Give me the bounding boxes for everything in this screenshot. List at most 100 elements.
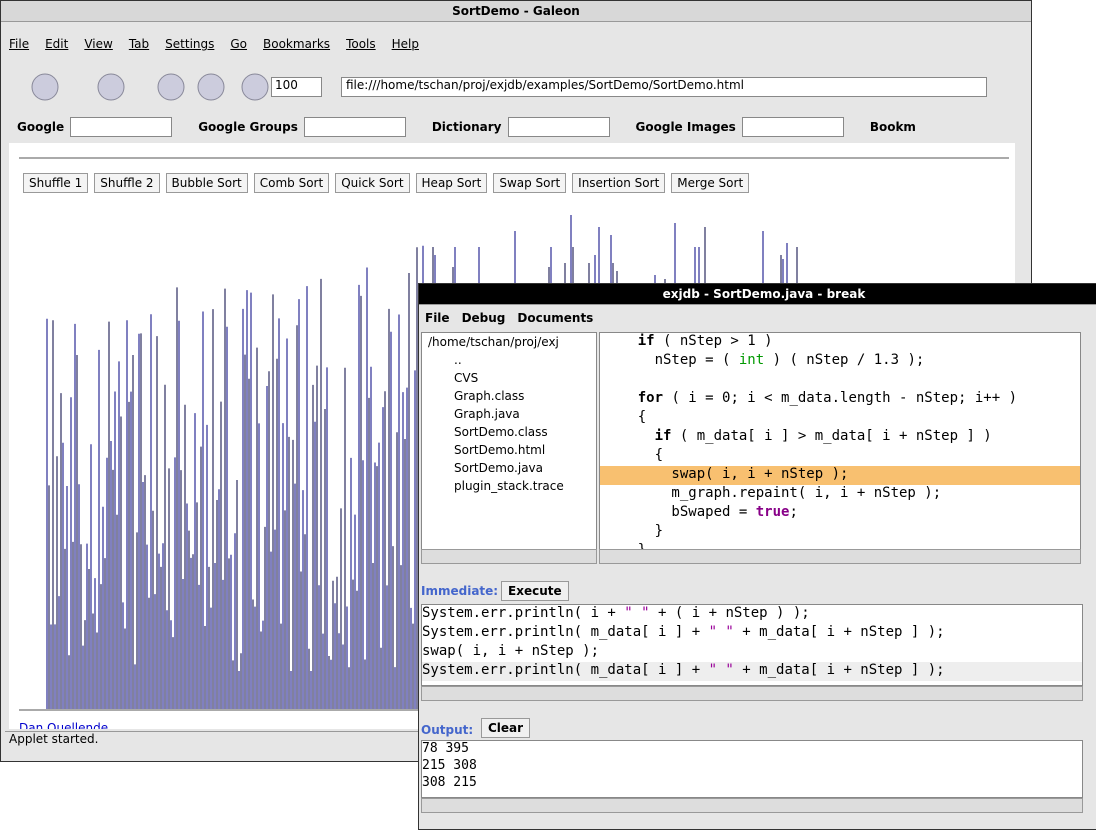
search-engine[interactable]: Dictionary [432, 120, 502, 134]
menu-item[interactable]: View [84, 37, 112, 51]
sort-button[interactable]: Shuffle 2 [94, 173, 159, 193]
code-text: ( nStep > 1 ) [655, 333, 773, 349]
tree-item[interactable]: CVS [422, 369, 596, 387]
desktop: SortDemo - Galeon File Edit View Tab Setting… [0, 0, 1096, 824]
tree-item[interactable]: plugin_stack.trace [422, 477, 596, 495]
menu-item[interactable]: File [9, 37, 29, 51]
back-button[interactable] [32, 74, 58, 100]
menu-item[interactable]: Tab [129, 37, 149, 51]
menu-bar: File Edit View Tab Settings Go Bookmarks Tools H… [9, 37, 435, 51]
code-lit: true [756, 504, 790, 520]
debugger-title: exjdb - SortDemo.java - break [419, 284, 1096, 305]
code-line: if ( m_data[ i ] > m_data[ i + nStep ] ) [600, 428, 1080, 447]
search-bar: Google Google Groups Dictionary Google Imag… [11, 117, 1029, 141]
search-input[interactable] [508, 117, 610, 137]
menu-item[interactable]: Go [230, 37, 247, 51]
code-text: swap( i, i + nStep ); [604, 466, 848, 482]
sort-button[interactable]: Shuffle 1 [23, 173, 88, 193]
immediate-line: System.err.println( m_data[ i ] + " " + … [422, 662, 1082, 681]
menu-item[interactable]: Debug [462, 311, 506, 325]
search-input[interactable] [304, 117, 406, 137]
scrollbar[interactable] [421, 549, 597, 564]
link[interactable]: Dan Quellende [19, 721, 108, 729]
code-text: + m_data[ i + nStep ] ); [734, 624, 945, 640]
menu-item[interactable]: Documents [517, 311, 593, 325]
code-line: { [600, 447, 1080, 466]
output-line: 78 395 [422, 741, 1082, 758]
search-engine[interactable]: Bookm [870, 120, 916, 134]
scrollbar[interactable] [421, 686, 1083, 701]
code-text: ( i = 0; i < m_data.length - nStep; i++ … [663, 390, 1017, 406]
clear-button[interactable]: Clear [481, 718, 530, 738]
sort-button[interactable]: Insertion Sort [572, 173, 665, 193]
code-line: bSwaped = true; [600, 504, 1080, 523]
tree-item[interactable]: Graph.class [422, 387, 596, 405]
code-kw: if [604, 428, 671, 444]
forward-button[interactable] [98, 74, 124, 100]
code-text: { [604, 409, 646, 425]
tree-item[interactable]: SortDemo.java [422, 459, 596, 477]
code-line: { [600, 409, 1080, 428]
code-kw: if [604, 333, 655, 349]
tree-item[interactable]: SortDemo.class [422, 423, 596, 441]
tree-item[interactable]: /home/tschan/proj/exj [422, 333, 596, 351]
tree-item[interactable]: SortDemo.html [422, 441, 596, 459]
menu-item[interactable]: Help [392, 37, 419, 51]
search-engine[interactable]: Google Groups [198, 120, 298, 134]
url-bar[interactable]: file:///home/tschan/proj/exjdb/examples/… [341, 77, 987, 97]
code-line: } [600, 523, 1080, 542]
stop-button[interactable] [242, 74, 268, 100]
sort-button[interactable]: Swap Sort [493, 173, 566, 193]
menu-item[interactable]: Settings [165, 37, 214, 51]
code-str: " " [624, 605, 649, 621]
browser-title: SortDemo - Galeon [1, 1, 1031, 22]
output-line: 308 215 [422, 775, 1082, 792]
sort-buttons: Shuffle 1 Shuffle 2 Bubble Sort Comb Sort Qu… [23, 176, 755, 190]
code-text: ; [789, 504, 797, 520]
output-line: 215 308 [422, 758, 1082, 775]
code-text: swap( i, i + nStep ); [422, 643, 599, 659]
scrollbar[interactable] [421, 798, 1083, 813]
code-text: + m_data[ i + nStep ] ); [734, 662, 945, 678]
tree-item[interactable]: .. [422, 351, 596, 369]
search-input[interactable] [742, 117, 844, 137]
menu-item[interactable]: Bookmarks [263, 37, 330, 51]
sort-button[interactable]: Heap Sort [416, 173, 488, 193]
execute-button[interactable]: Execute [501, 581, 569, 601]
menu-item[interactable]: Edit [45, 37, 68, 51]
sort-button[interactable]: Bubble Sort [166, 173, 248, 193]
code-text: + ( i + nStep ) ); [650, 605, 810, 621]
search-input[interactable] [70, 117, 172, 137]
immediate-line: System.err.println( m_data[ i ] + " " + … [422, 624, 1082, 643]
scrollbar[interactable] [599, 549, 1081, 564]
code-line: m_graph.repaint( i, i + nStep ); [600, 485, 1080, 504]
sort-button[interactable]: Merge Sort [671, 173, 749, 193]
reload-button[interactable] [158, 74, 184, 100]
search-engine[interactable]: Google [17, 120, 64, 134]
code-text: System.err.println( m_data[ i ] + [422, 624, 709, 640]
code-line: nStep = ( int ) ( nStep / 1.3 ); [600, 352, 1080, 371]
code-line [600, 371, 1080, 390]
tree-item[interactable]: Graph.java [422, 405, 596, 423]
home-button[interactable] [198, 74, 224, 100]
debugger-menu: File Debug Documents [425, 311, 605, 325]
zoom-input[interactable]: 100 [271, 77, 322, 97]
code-str: " " [709, 662, 734, 678]
code-view: if ( nStep > 1 ) nStep = ( int ) ( nStep… [599, 332, 1081, 550]
menu-item[interactable]: File [425, 311, 450, 325]
immediate-line: System.err.println( i + " " + ( i + nSte… [422, 605, 1082, 624]
code-line: swap( i, i + nStep ); [600, 466, 1080, 485]
code-kw: for [604, 390, 663, 406]
code-line: if ( nStep > 1 ) [600, 333, 1080, 352]
immediate-pane[interactable]: System.err.println( i + " " + ( i + nSte… [421, 604, 1083, 686]
code-text: nStep = ( [604, 352, 739, 368]
code-text: bSwaped = [604, 504, 756, 520]
sort-button[interactable]: Quick Sort [335, 173, 409, 193]
code-str: " " [709, 624, 734, 640]
code-text: ( m_data[ i ] > m_data[ i + nStep ] ) [671, 428, 991, 444]
menu-item[interactable]: Tools [346, 37, 376, 51]
sort-button[interactable]: Comb Sort [254, 173, 329, 193]
search-engine[interactable]: Google Images [636, 120, 736, 134]
